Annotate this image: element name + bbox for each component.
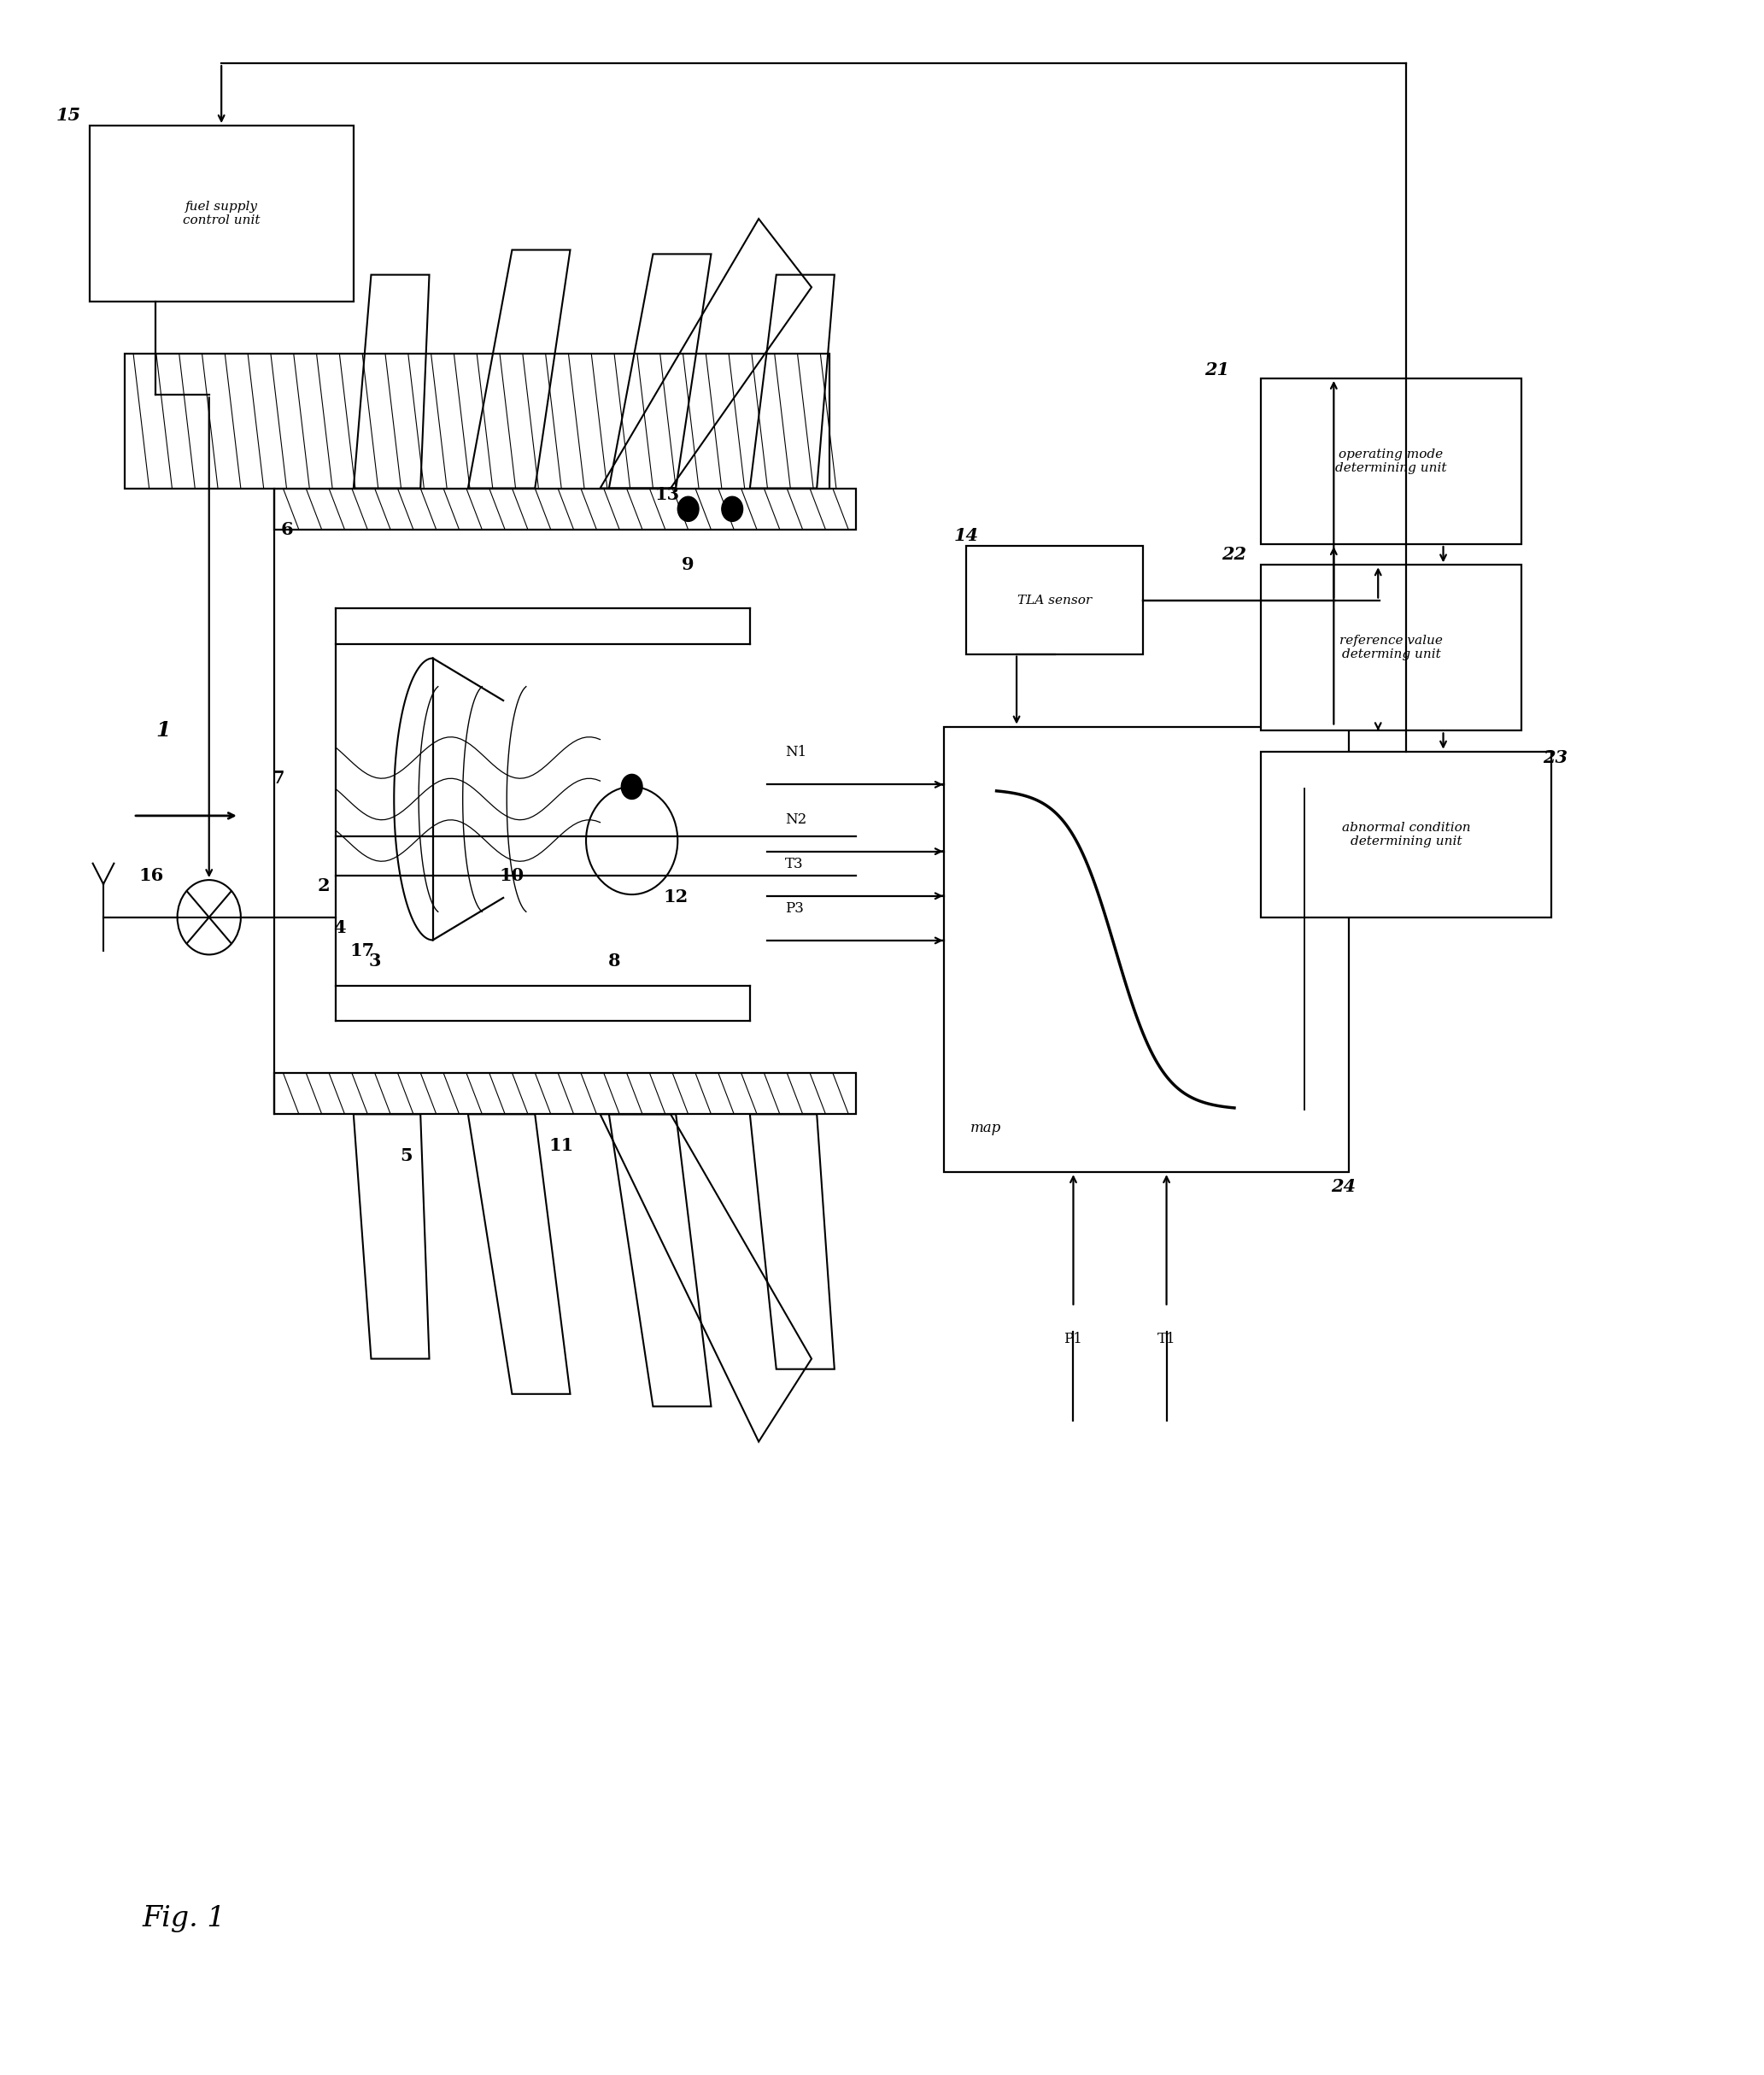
Text: 9: 9 bbox=[683, 556, 695, 573]
Text: 3: 3 bbox=[369, 952, 381, 969]
Text: 6: 6 bbox=[280, 521, 293, 537]
Text: 24: 24 bbox=[1332, 1179, 1357, 1195]
Bar bbox=[967, 546, 1143, 654]
Text: 16: 16 bbox=[138, 867, 164, 884]
Text: operating mode
determining unit: operating mode determining unit bbox=[1335, 448, 1446, 475]
Text: 8: 8 bbox=[609, 952, 621, 969]
Text: 22: 22 bbox=[1222, 546, 1247, 562]
Bar bbox=[1261, 564, 1522, 730]
Text: 5: 5 bbox=[400, 1147, 413, 1164]
Text: 13: 13 bbox=[654, 486, 679, 502]
Text: 23: 23 bbox=[1542, 749, 1568, 766]
Text: 7: 7 bbox=[272, 770, 284, 786]
Text: N1: N1 bbox=[785, 745, 806, 759]
Text: 11: 11 bbox=[549, 1137, 573, 1154]
Bar bbox=[273, 1073, 856, 1114]
Text: abnormal condition
determining unit: abnormal condition determining unit bbox=[1342, 822, 1471, 847]
Text: 1: 1 bbox=[155, 720, 171, 741]
Text: map: map bbox=[970, 1120, 1000, 1135]
Text: T3: T3 bbox=[785, 857, 804, 872]
Text: T1: T1 bbox=[1157, 1332, 1177, 1347]
Circle shape bbox=[677, 496, 699, 521]
Text: 15: 15 bbox=[56, 106, 81, 125]
Circle shape bbox=[721, 496, 743, 521]
Text: N2: N2 bbox=[785, 811, 806, 826]
Bar bbox=[944, 726, 1349, 1172]
Text: 14: 14 bbox=[954, 527, 979, 544]
Bar bbox=[273, 488, 856, 529]
Text: 2: 2 bbox=[318, 878, 330, 894]
Bar bbox=[90, 127, 353, 301]
Text: 4: 4 bbox=[333, 919, 346, 936]
Bar bbox=[1261, 378, 1522, 544]
Text: P3: P3 bbox=[785, 901, 804, 915]
Text: reference value
determing unit: reference value determing unit bbox=[1339, 635, 1443, 660]
Text: 17: 17 bbox=[349, 942, 374, 959]
Text: Fig. 1: Fig. 1 bbox=[143, 1905, 226, 1932]
Text: 21: 21 bbox=[1205, 361, 1230, 378]
Text: P1: P1 bbox=[1064, 1332, 1083, 1347]
Bar bbox=[1261, 751, 1551, 917]
Text: fuel supply
control unit: fuel supply control unit bbox=[183, 201, 259, 226]
Text: TLA sensor: TLA sensor bbox=[1018, 593, 1092, 606]
Text: 10: 10 bbox=[499, 867, 524, 884]
Circle shape bbox=[621, 774, 642, 799]
Bar bbox=[125, 353, 829, 488]
Text: 12: 12 bbox=[663, 888, 688, 905]
